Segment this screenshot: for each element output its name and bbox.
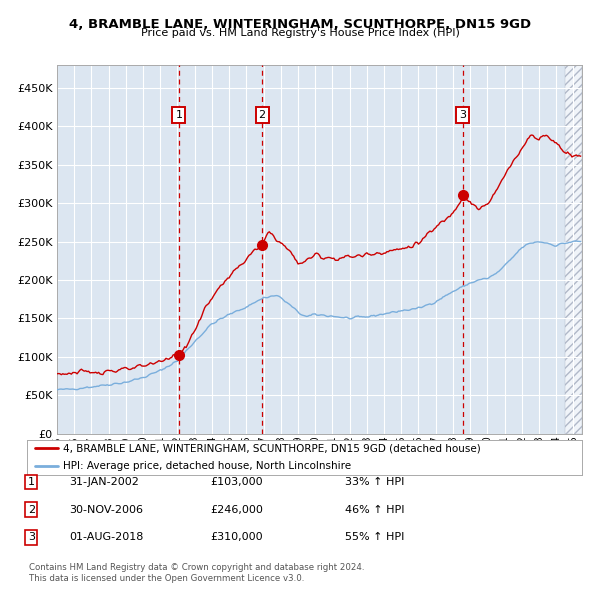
Text: £103,000: £103,000 <box>210 477 263 487</box>
Text: £310,000: £310,000 <box>210 533 263 542</box>
Text: 1: 1 <box>28 477 35 487</box>
Text: 2: 2 <box>259 110 266 120</box>
Text: 33% ↑ HPI: 33% ↑ HPI <box>345 477 404 487</box>
Text: Contains HM Land Registry data © Crown copyright and database right 2024.: Contains HM Land Registry data © Crown c… <box>29 563 364 572</box>
Text: 01-AUG-2018: 01-AUG-2018 <box>69 533 143 542</box>
Text: 1: 1 <box>175 110 182 120</box>
Text: 2: 2 <box>28 505 35 514</box>
Text: 55% ↑ HPI: 55% ↑ HPI <box>345 533 404 542</box>
Text: Price paid vs. HM Land Registry's House Price Index (HPI): Price paid vs. HM Land Registry's House … <box>140 28 460 38</box>
Text: 4, BRAMBLE LANE, WINTERINGHAM, SCUNTHORPE, DN15 9GD: 4, BRAMBLE LANE, WINTERINGHAM, SCUNTHORP… <box>69 18 531 31</box>
Text: 31-JAN-2002: 31-JAN-2002 <box>69 477 139 487</box>
Text: £246,000: £246,000 <box>210 505 263 514</box>
Text: 3: 3 <box>28 533 35 542</box>
Text: 3: 3 <box>460 110 466 120</box>
Text: 4, BRAMBLE LANE, WINTERINGHAM, SCUNTHORPE, DN15 9GD (detached house): 4, BRAMBLE LANE, WINTERINGHAM, SCUNTHORP… <box>63 444 481 453</box>
Text: 46% ↑ HPI: 46% ↑ HPI <box>345 505 404 514</box>
Text: This data is licensed under the Open Government Licence v3.0.: This data is licensed under the Open Gov… <box>29 574 304 583</box>
Text: 30-NOV-2006: 30-NOV-2006 <box>69 505 143 514</box>
Text: HPI: Average price, detached house, North Lincolnshire: HPI: Average price, detached house, Nort… <box>63 461 351 471</box>
